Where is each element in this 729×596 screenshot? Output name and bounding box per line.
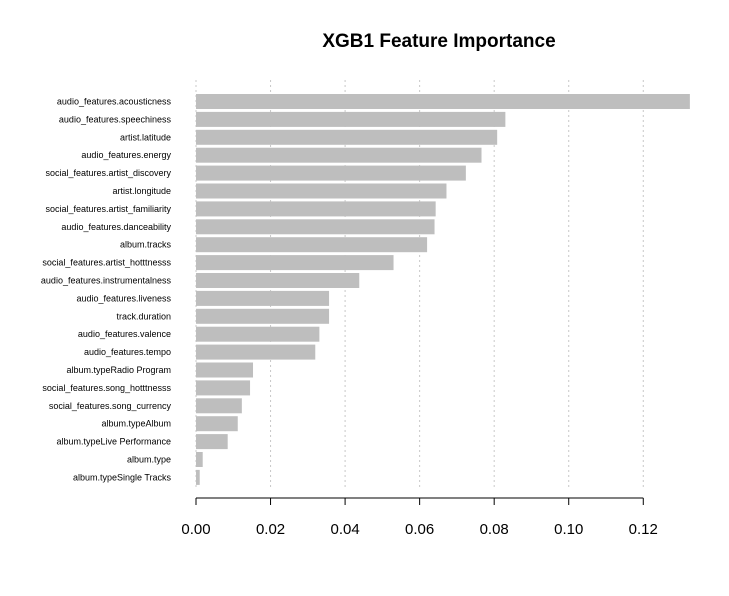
category-label-14: audio_features.tempo (84, 347, 171, 357)
category-label-21: album.typeSingle Tracks (73, 472, 172, 482)
category-label-12: track.duration (116, 311, 171, 321)
category-label-1: audio_features.speechiness (59, 114, 172, 124)
category-label-4: social_features.artist_discovery (45, 168, 171, 178)
bar-3 (196, 147, 482, 163)
category-label-6: social_features.artist_familiarity (45, 204, 171, 214)
category-label-16: social_features.song_hotttnesss (42, 383, 171, 393)
category-label-13: audio_features.valence (78, 329, 171, 339)
bar-15 (196, 362, 254, 378)
bar-10 (196, 273, 360, 288)
x-tick-label-2: 0.04 (330, 521, 359, 538)
category-label-11: audio_features.liveness (76, 293, 171, 303)
category-label-17: social_features.song_currency (49, 401, 172, 411)
bar-13 (196, 326, 320, 342)
category-label-2: artist.latitude (120, 132, 171, 142)
x-axis: 0.00 0.02 0.04 0.06 0.08 0.10 0.12 (181, 497, 658, 538)
category-label-15: album.typeRadio Program (66, 365, 171, 375)
bar-6 (196, 201, 436, 217)
x-tick-label-4: 0.08 (480, 521, 509, 538)
bar-2 (196, 129, 498, 145)
category-label-8: album.tracks (120, 240, 172, 250)
bar-0 (196, 94, 690, 109)
category-labels: audio_features.acousticness audio_feature… (41, 97, 172, 483)
x-tick-label-5: 0.10 (554, 521, 583, 538)
category-label-19: album.typeLive Performance (56, 437, 171, 447)
category-label-10: audio_features.instrumentalness (41, 276, 172, 286)
bar-1 (196, 111, 506, 127)
category-label-18: album.typeAlbum (101, 419, 171, 429)
bar-18 (196, 416, 238, 432)
bar-16 (196, 380, 251, 396)
category-label-0: audio_features.acousticness (57, 97, 172, 107)
bars (196, 94, 690, 485)
x-tick-label-3: 0.06 (405, 521, 434, 538)
category-label-7: audio_features.danceability (61, 222, 171, 232)
bar-19 (196, 434, 228, 450)
x-tick-label-1: 0.02 (256, 521, 285, 538)
bar-8 (196, 237, 428, 253)
category-label-20: album.type (127, 455, 171, 465)
x-tick-label-6: 0.12 (629, 521, 658, 538)
bar-17 (196, 398, 242, 414)
category-label-9: social_features.artist_hotttnesss (42, 258, 171, 268)
bar-20 (196, 452, 203, 467)
category-label-3: audio_features.energy (81, 150, 171, 160)
bar-12 (196, 308, 330, 324)
bar-21 (196, 469, 200, 485)
bar-7 (196, 219, 435, 235)
x-tick-label-0: 0.00 (181, 521, 210, 538)
bar-5 (196, 183, 447, 199)
chart-title: XGB1 Feature Importance (322, 31, 555, 52)
bar-9 (196, 255, 394, 271)
bar-14 (196, 344, 316, 360)
category-label-5: artist.longitude (112, 186, 171, 196)
bar-4 (196, 165, 466, 181)
bar-11 (196, 290, 330, 306)
